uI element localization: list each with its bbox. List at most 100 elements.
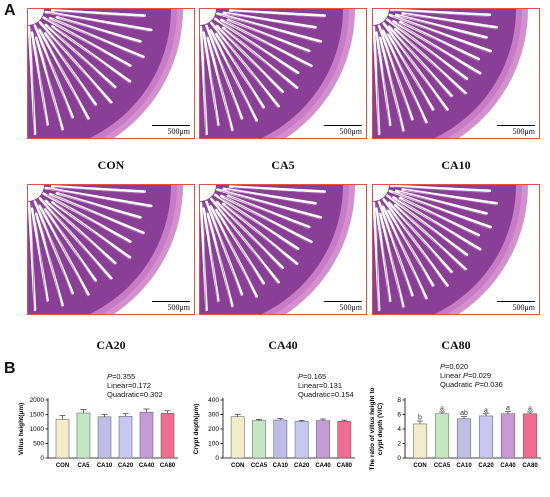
y-tick-label: 4 xyxy=(397,426,401,433)
x-tick-label: CA40 xyxy=(139,463,155,469)
bar-ca10 xyxy=(97,416,112,459)
tissue-illustration xyxy=(28,9,183,138)
y-tick-label: 2 xyxy=(397,441,401,448)
linear-label: Linear xyxy=(440,371,463,380)
bar-ca20 xyxy=(478,415,494,459)
significance-letter: b xyxy=(418,415,422,422)
bar-ca10 xyxy=(456,418,472,459)
x-tick-label: CA40 xyxy=(315,463,331,469)
bar-ca80 xyxy=(522,413,538,459)
x-tick-label: CA5 xyxy=(77,463,90,469)
scale-bar: 500μm xyxy=(324,300,362,312)
x-tick-label: CCA5 xyxy=(251,463,268,469)
tissue-illustration xyxy=(373,9,528,138)
scale-bar: 500μm xyxy=(152,124,190,136)
panel-b-letter: B xyxy=(4,360,16,377)
scale-bar-line xyxy=(152,300,190,302)
bar-cca5 xyxy=(434,413,450,459)
scale-bar: 500μm xyxy=(152,300,190,312)
bar-con xyxy=(230,416,245,459)
x-tick-label: CA80 xyxy=(522,463,538,469)
bar-ca80 xyxy=(337,421,352,459)
bar-ca40 xyxy=(316,420,330,459)
bar-ca10 xyxy=(273,419,288,459)
histology-image-ca20: 500μm xyxy=(27,184,195,315)
y-tick-label: 300 xyxy=(208,412,219,419)
crypt-depth-chart: 0 100 200 300 400 Crypt depth(μm) CON CCA5 CA10 C… xyxy=(193,397,355,469)
y-tick-label: 0 xyxy=(215,455,219,462)
scale-bar-label: 500μm xyxy=(512,303,535,312)
bar-con xyxy=(55,419,70,459)
scale-bar-line xyxy=(152,124,190,126)
quadratic-value: Quadratic=0.154 xyxy=(298,390,354,399)
y-axis-label: The ratio of villus height to xyxy=(369,387,376,470)
significance-letter: a xyxy=(440,405,444,412)
bar-ca5 xyxy=(76,412,91,459)
y-tick-label: 1500 xyxy=(30,412,45,419)
bar-con xyxy=(412,423,428,459)
y-tick-label: 0 xyxy=(40,455,44,462)
tissue-illustration xyxy=(200,185,355,314)
p-symbol: P xyxy=(440,362,446,371)
x-tick-label: CA40 xyxy=(500,463,516,469)
linear-value: Linear=0.131 xyxy=(298,381,342,390)
histology-caption: CA5 xyxy=(271,158,295,172)
x-tick-label: CON xyxy=(413,463,426,469)
linear-value: Linear=0.172 xyxy=(107,381,151,390)
tissue-illustration xyxy=(200,9,355,138)
histology-image-con: 500μm xyxy=(27,8,195,139)
panel-a-letter: A xyxy=(4,2,16,19)
stats-chart-1: P=0.355 Linear=0.172 Quadratic=0.302 xyxy=(107,372,163,399)
bar-cca5 xyxy=(252,420,266,459)
quadratic-value: Quadratic=0.302 xyxy=(107,390,163,399)
x-tick-label: CA80 xyxy=(337,463,353,469)
x-tick-label: CON xyxy=(56,463,69,469)
y-axis-label: Villus height(μm) xyxy=(18,403,25,456)
x-tick-label: CCA5 xyxy=(434,463,451,469)
stats-chart-3: P=0.020 Linear P=0.029 Quadratic P=0.036 xyxy=(440,362,503,389)
x-tick-label: CA80 xyxy=(160,463,176,469)
significance-letter: a xyxy=(528,405,532,412)
scale-bar-line xyxy=(324,300,362,302)
p-value: =0.165 xyxy=(303,372,327,381)
significance-letter: a xyxy=(484,407,488,414)
linear-p-value: =0.029 xyxy=(467,371,492,380)
quadratic-label: Quadratic xyxy=(440,380,475,389)
scale-bar-label: 500μm xyxy=(339,127,362,136)
bar-ca80 xyxy=(160,413,175,459)
histology-image-ca5: 500μm xyxy=(199,8,367,139)
x-tick-label: CA20 xyxy=(478,463,494,469)
significance-letter: ab xyxy=(460,410,468,417)
x-tick-label: CA10 xyxy=(456,463,472,469)
y-tick-label: 8 xyxy=(397,397,401,404)
bar-ca20 xyxy=(118,415,133,459)
p-value: =0.355 xyxy=(112,372,136,381)
scale-bar: 500μm xyxy=(497,300,535,312)
p-symbol: P xyxy=(107,372,113,381)
scale-bar-label: 500μm xyxy=(167,303,190,312)
scale-bar: 500μm xyxy=(324,124,362,136)
scale-bar-line xyxy=(324,124,362,126)
y-tick-label: 6 xyxy=(397,412,401,419)
y-tick-label: 400 xyxy=(208,397,219,404)
histology-caption: CON xyxy=(97,158,125,172)
x-tick-label: CON xyxy=(231,463,244,469)
scale-bar-label: 500μm xyxy=(512,127,535,136)
stats-chart-2: P=0.165 Linear=0.131 Quadratic=0.154 xyxy=(298,372,354,399)
y-tick-label: 0 xyxy=(397,455,401,462)
villus-height-chart: 0 500 1000 1500 2000 Villus height(μm) CON CA5 C… xyxy=(18,397,178,469)
x-tick-label: CA20 xyxy=(118,463,134,469)
x-tick-label: CA20 xyxy=(294,463,310,469)
y-axis-label: Crypt depth(μm) xyxy=(193,404,200,455)
p-symbol: P xyxy=(462,371,468,380)
p-symbol: P xyxy=(298,372,304,381)
y-tick-label: 100 xyxy=(208,441,219,448)
y-tick-label: 2000 xyxy=(30,397,45,404)
x-tick-label: CA10 xyxy=(97,463,113,469)
bar-ca40 xyxy=(139,411,154,459)
y-tick-label: 1000 xyxy=(30,426,45,433)
scale-bar: 500μm xyxy=(497,124,535,136)
bar-ca40 xyxy=(500,413,516,459)
bar-ca20 xyxy=(294,421,309,459)
histology-image-ca80: 500μm xyxy=(372,184,540,315)
